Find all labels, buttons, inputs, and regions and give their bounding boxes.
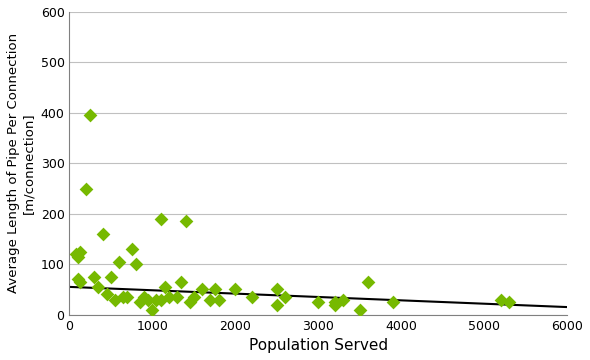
Point xyxy=(143,297,153,302)
Point xyxy=(71,251,81,257)
Point xyxy=(198,287,207,292)
Point xyxy=(110,297,120,302)
Point xyxy=(363,279,373,285)
Point xyxy=(210,287,219,292)
Point xyxy=(86,112,95,118)
Point xyxy=(98,231,107,237)
Y-axis label: Average Length of Pipe Per Connection
[m/connection]: Average Length of Pipe Per Connection [m… xyxy=(7,33,35,293)
X-axis label: Population Served: Population Served xyxy=(248,338,388,353)
Point xyxy=(156,297,165,302)
Point xyxy=(73,276,83,282)
Point xyxy=(181,219,190,224)
Point xyxy=(94,284,103,290)
Point xyxy=(176,279,186,285)
Point xyxy=(247,294,257,300)
Point xyxy=(214,297,224,302)
Point xyxy=(76,279,85,285)
Point xyxy=(114,259,124,265)
Point xyxy=(272,302,281,307)
Point xyxy=(185,299,194,305)
Point xyxy=(148,307,157,312)
Point xyxy=(131,261,140,267)
Point xyxy=(152,297,161,302)
Point xyxy=(272,287,281,292)
Point xyxy=(76,249,85,255)
Point xyxy=(160,284,169,290)
Point xyxy=(73,254,83,260)
Point xyxy=(102,292,112,297)
Point xyxy=(496,297,506,302)
Point xyxy=(280,294,290,300)
Point xyxy=(189,294,198,300)
Point xyxy=(135,299,145,305)
Point xyxy=(164,294,173,300)
Point xyxy=(330,302,340,307)
Point xyxy=(504,299,514,305)
Point xyxy=(172,294,182,300)
Point xyxy=(127,246,136,252)
Point xyxy=(388,299,398,305)
Point xyxy=(330,299,340,305)
Point xyxy=(139,294,149,300)
Point xyxy=(313,299,323,305)
Point xyxy=(119,294,128,300)
Point xyxy=(355,307,365,312)
Point xyxy=(123,294,132,300)
Point xyxy=(231,287,240,292)
Point xyxy=(206,297,215,302)
Point xyxy=(106,274,116,280)
Point xyxy=(156,216,165,222)
Point xyxy=(81,186,91,192)
Point xyxy=(90,274,99,280)
Point xyxy=(339,297,348,302)
